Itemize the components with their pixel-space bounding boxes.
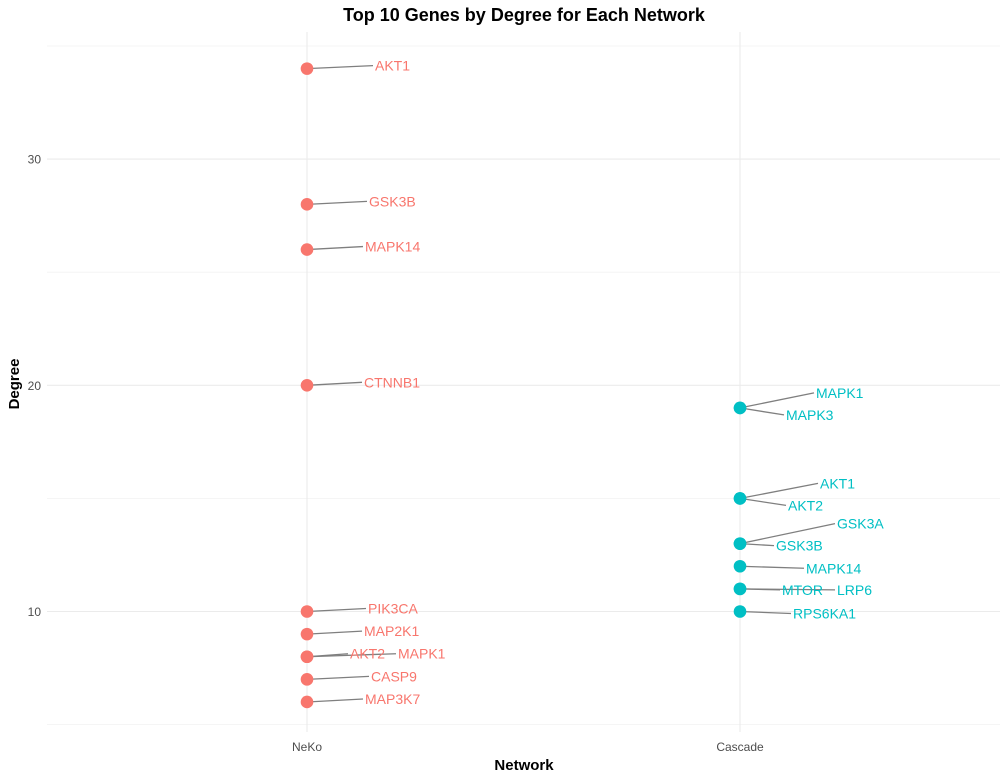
y-tick-label: 20 (28, 379, 42, 393)
data-point (733, 559, 747, 573)
data-point (300, 605, 314, 618)
point-label: LRP6 (837, 582, 872, 598)
point-label: RPS6KA1 (793, 606, 856, 622)
x-axis-title: Network (494, 757, 554, 774)
label-leader (306, 200, 368, 205)
data-point (300, 62, 314, 75)
point-label: MAP2K1 (364, 623, 419, 639)
data-points (300, 62, 747, 709)
point-label: AKT1 (820, 475, 855, 491)
label-leader (739, 565, 805, 569)
label-leader (306, 653, 397, 658)
grid (47, 32, 1000, 732)
label-leader (739, 523, 836, 545)
x-tick-label: NeKo (292, 740, 322, 754)
label-leader (739, 497, 787, 507)
x-tick-label: Cascade (716, 740, 764, 754)
data-point (300, 695, 314, 709)
data-point (300, 627, 314, 641)
label-leaders (306, 64, 836, 703)
point-label: MAPK1 (398, 646, 446, 662)
axis-ticks: 10 20 30 NeKo Cascade (28, 153, 764, 754)
point-label: AKT2 (788, 497, 823, 513)
point-label: MAPK3 (786, 407, 834, 423)
data-point (300, 379, 314, 392)
data-point (733, 582, 747, 596)
data-point (300, 673, 314, 686)
point-label: MAPK14 (806, 560, 861, 576)
label-leader (306, 64, 374, 70)
data-point (300, 243, 314, 256)
point-label: CASP9 (371, 668, 417, 684)
label-leader (306, 607, 367, 613)
data-point (733, 605, 747, 618)
data-point (300, 650, 314, 664)
label-leader (739, 482, 819, 500)
point-label: GSK3B (776, 538, 823, 554)
y-axis-title: Degree (6, 359, 23, 410)
label-leader (739, 610, 792, 615)
data-point (733, 401, 747, 415)
point-label: MAPK14 (365, 239, 420, 255)
point-label: GSK3B (369, 193, 416, 209)
data-point (733, 492, 747, 505)
point-labels: AKT1 GSK3B MAPK14 CTNNB1 PIK3CA MAP2K1 AKT2 MAP… (350, 58, 884, 707)
point-label: MAPK1 (816, 385, 864, 401)
data-point (733, 537, 747, 550)
label-leader (306, 245, 364, 251)
label-leader (739, 407, 785, 416)
label-leader (306, 381, 363, 386)
y-tick-label: 30 (28, 153, 42, 167)
point-label: MTOR (782, 582, 823, 598)
label-leader (739, 392, 815, 409)
label-leader (306, 698, 364, 703)
label-leader (306, 675, 370, 681)
point-label: PIK3CA (368, 601, 418, 617)
label-leader (306, 630, 363, 635)
point-label: GSK3A (837, 516, 884, 532)
point-label: AKT1 (375, 58, 410, 74)
point-label: CTNNB1 (364, 374, 420, 390)
data-point (300, 198, 314, 211)
point-label: MAP3K7 (365, 691, 420, 707)
label-leader (739, 588, 836, 591)
point-label: AKT2 (350, 646, 385, 662)
chart-title: Top 10 Genes by Degree for Each Network (343, 5, 706, 25)
y-tick-label: 10 (28, 605, 42, 619)
